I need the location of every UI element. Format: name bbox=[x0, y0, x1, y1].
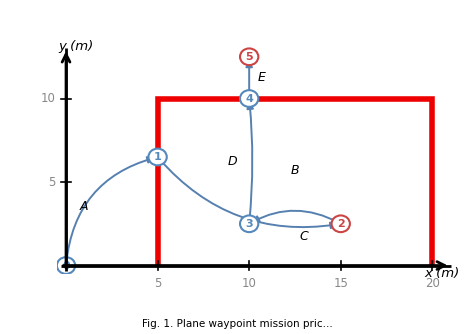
Text: E: E bbox=[258, 71, 266, 84]
Text: 4: 4 bbox=[245, 94, 253, 104]
Text: 5: 5 bbox=[48, 176, 55, 188]
FancyArrowPatch shape bbox=[159, 159, 336, 228]
Text: 2: 2 bbox=[337, 219, 345, 229]
Text: Fig. 1. Plane waypoint mission pric...: Fig. 1. Plane waypoint mission pric... bbox=[142, 319, 332, 329]
Text: 10: 10 bbox=[242, 277, 256, 290]
FancyArrowPatch shape bbox=[246, 62, 252, 96]
Text: 0: 0 bbox=[62, 261, 70, 271]
Circle shape bbox=[57, 257, 75, 274]
Circle shape bbox=[148, 149, 167, 165]
Text: 20: 20 bbox=[425, 277, 440, 290]
Text: 15: 15 bbox=[333, 277, 348, 290]
Circle shape bbox=[240, 48, 258, 65]
Text: y (m): y (m) bbox=[59, 40, 94, 53]
Text: C: C bbox=[300, 230, 309, 243]
Text: D: D bbox=[228, 155, 237, 168]
Circle shape bbox=[240, 215, 258, 232]
Text: 5: 5 bbox=[154, 277, 161, 290]
Text: B: B bbox=[291, 164, 299, 177]
Text: 3: 3 bbox=[246, 219, 253, 229]
Text: x (m): x (m) bbox=[425, 267, 460, 280]
Circle shape bbox=[332, 215, 350, 232]
FancyArrowPatch shape bbox=[66, 157, 153, 263]
Text: 5: 5 bbox=[246, 52, 253, 62]
Text: A: A bbox=[80, 200, 89, 213]
Text: 1: 1 bbox=[154, 152, 162, 162]
FancyArrowPatch shape bbox=[254, 211, 338, 222]
Text: 10: 10 bbox=[40, 92, 55, 105]
FancyArrowPatch shape bbox=[247, 104, 253, 221]
Circle shape bbox=[240, 90, 258, 107]
